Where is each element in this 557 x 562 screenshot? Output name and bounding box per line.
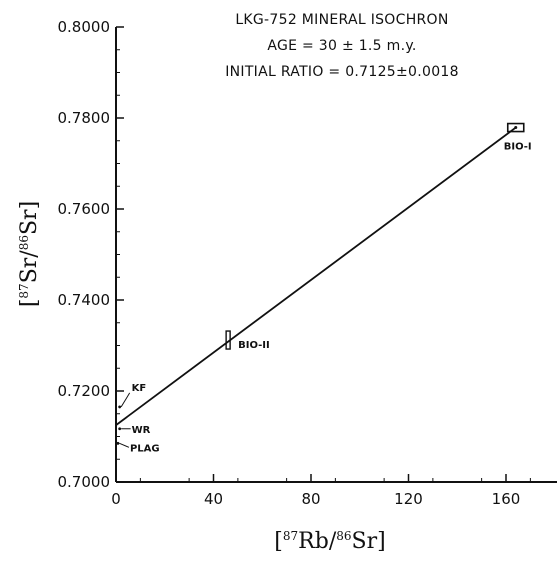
- y-tick-label: 0.7600: [58, 200, 111, 218]
- svg-text:[87Sr/86Sr]: [87Sr/86Sr]: [17, 201, 42, 307]
- y-label-slash: /: [17, 250, 42, 258]
- x-tick-label: 80: [301, 490, 320, 508]
- y-tick-label: 0.7800: [58, 109, 111, 127]
- point-plag: [116, 441, 120, 445]
- point-arrow-kf: [120, 392, 131, 408]
- chart-title-line-1: LKG-752 MINERAL ISOCHRON: [235, 12, 448, 28]
- chart-title-block: LKG-752 MINERAL ISOCHRON AGE = 30 ± 1.5 …: [225, 12, 459, 80]
- chart-title-line-3: INITIAL RATIO = 0.7125±0.0018: [225, 64, 459, 80]
- x-label-slash: /: [329, 529, 337, 554]
- y-label-close-bracket: ]: [17, 201, 42, 210]
- point-label-bio-ii: BIO-II: [238, 340, 270, 351]
- y-label-sup-2: 86: [17, 235, 31, 250]
- point-label-kf: KF: [132, 383, 147, 394]
- point-bio-i: [506, 122, 525, 133]
- svg-text:[87Rb/86Sr]: [87Rb/86Sr]: [274, 529, 385, 554]
- x-label-close-bracket: ]: [377, 529, 386, 554]
- y-label-main-1: Sr: [17, 257, 42, 283]
- x-tick-label: 0: [111, 490, 121, 508]
- x-label-sup-1: 87: [283, 529, 298, 543]
- y-tick-label: 0.7000: [58, 473, 111, 491]
- y-tick-label: 0.7200: [58, 382, 111, 400]
- point-label-plag: PLAG: [130, 443, 160, 454]
- x-tick-label: 120: [394, 490, 423, 508]
- point-kf: [118, 405, 122, 409]
- x-axis-label: [87Rb/86Sr]: [274, 529, 385, 554]
- x-axis-ticks: 0 40 80 120 160: [111, 474, 531, 508]
- y-tick-label: 0.7400: [58, 291, 111, 309]
- point-wr: [118, 427, 122, 431]
- chart-title-line-2: AGE = 30 ± 1.5 m.y.: [267, 38, 416, 54]
- point-bio-ii: [225, 330, 231, 350]
- x-tick-label: 160: [492, 490, 521, 508]
- x-label-sup-2: 86: [336, 529, 351, 543]
- y-axis-label: [87Sr/86Sr]: [17, 201, 42, 307]
- x-label-main-2: Sr: [352, 529, 378, 554]
- point-label-bio-i: BIO-I: [504, 142, 532, 153]
- isochron-series: KF WR PLAG BIO-II BIO-I: [115, 122, 532, 454]
- isochron-line: [115, 126, 517, 426]
- y-label-sup-1: 87: [17, 283, 31, 298]
- x-label-main-1: Rb: [298, 529, 329, 554]
- x-label-open-bracket: [: [274, 529, 283, 554]
- y-axis-ticks: 0.7000 0.7200 0.7400 0.7600 0.7800 0.8000: [58, 18, 124, 491]
- y-tick-label: 0.8000: [58, 18, 111, 36]
- x-tick-label: 40: [204, 490, 223, 508]
- point-label-wr: WR: [132, 425, 151, 436]
- point-arrow-plag: [119, 442, 130, 448]
- point-bio-i-dot: [514, 126, 518, 130]
- y-label-open-bracket: [: [17, 299, 42, 308]
- y-label-main-2: Sr: [17, 209, 42, 235]
